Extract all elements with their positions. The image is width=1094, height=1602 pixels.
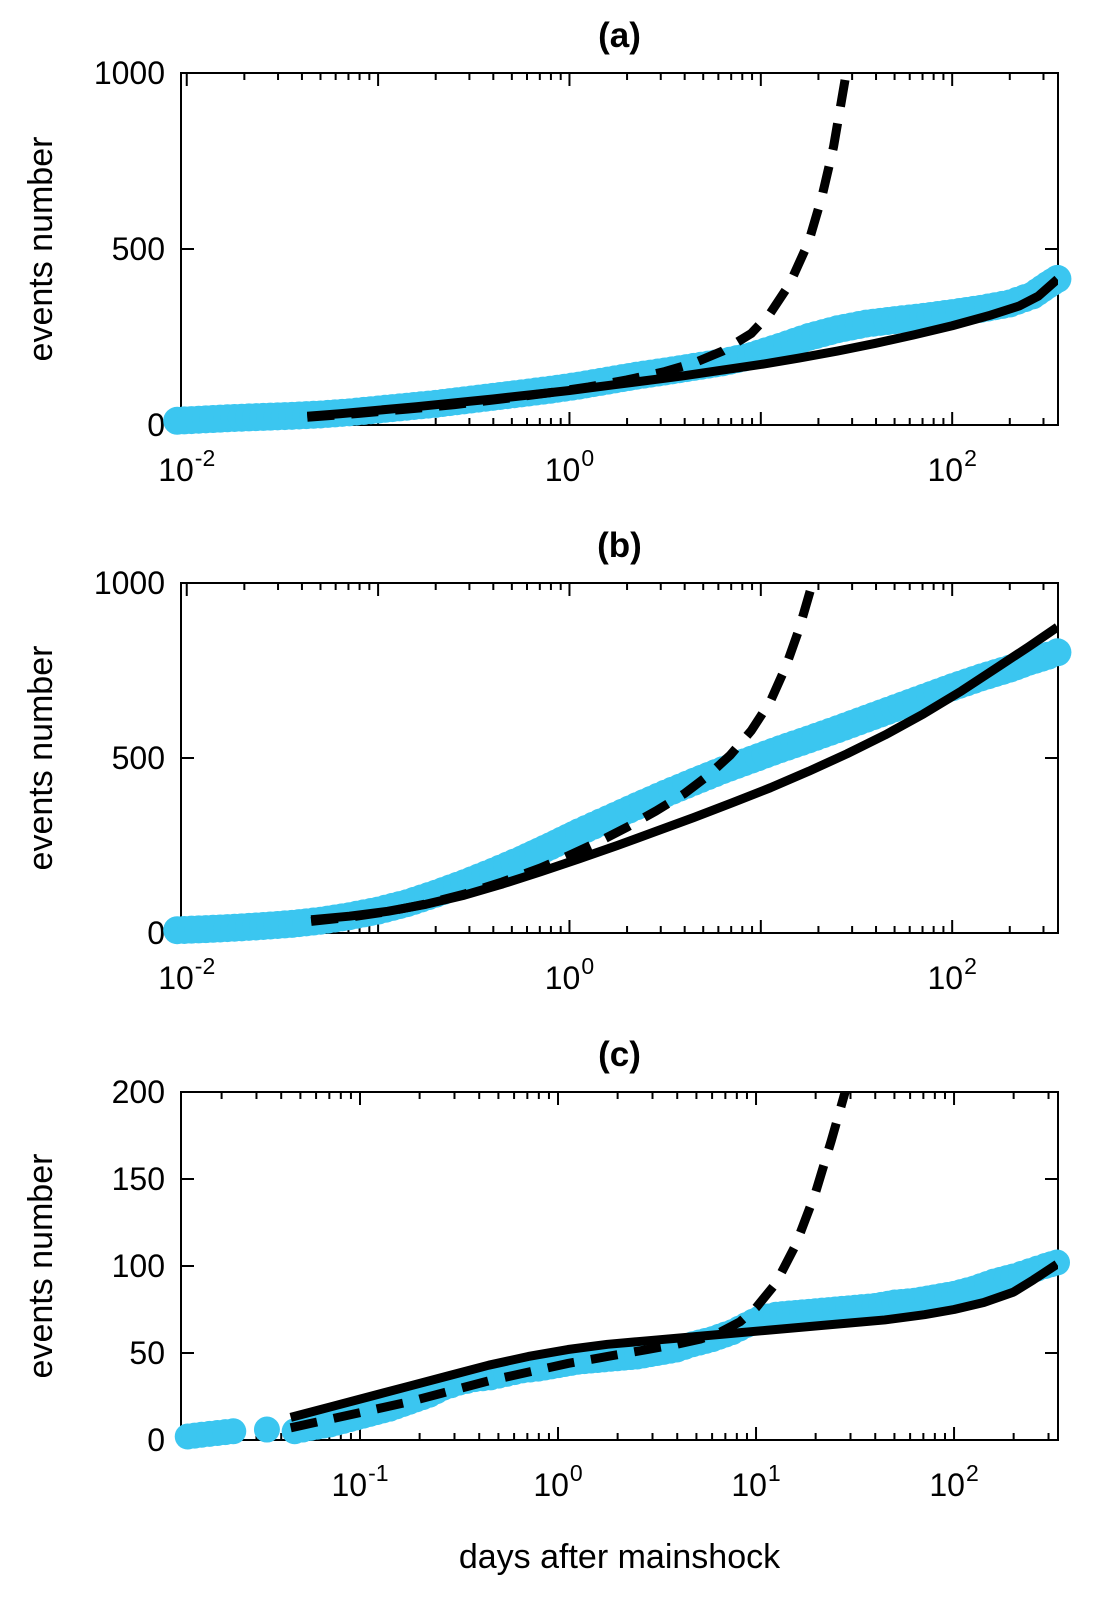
y-tick-label-b: 0: [147, 915, 165, 951]
y-tick-label-c: 100: [112, 1248, 165, 1284]
y-axis-label-a: events number: [22, 137, 60, 362]
y-tick-label-c: 0: [147, 1422, 165, 1458]
y-tick-label-b: 500: [112, 740, 165, 776]
panel-title-b: (b): [597, 526, 642, 565]
panel-title-c: (c): [598, 1035, 641, 1074]
model-dashed-line-c: [289, 1092, 850, 1433]
y-tick-label-c: 50: [129, 1335, 165, 1371]
y-tick-label-a: 0: [147, 407, 165, 443]
y-tick-label-a: 1000: [94, 55, 165, 91]
y-tick-label-c: 200: [112, 1074, 165, 1110]
y-tick-label-a: 500: [112, 231, 165, 267]
model-solid-line-a: [306, 275, 1058, 421]
ticks-c: [181, 1091, 1058, 1441]
y-tick-label-c: 150: [112, 1161, 165, 1197]
model-solid-line-b: [310, 623, 1058, 925]
y-tick-label-b: 1000: [94, 565, 165, 601]
panel-title-a: (a): [598, 16, 641, 55]
model-solid-line-c: [289, 1260, 1058, 1422]
y-axis-label-c: events number: [22, 1154, 60, 1379]
x-axis-label: days after mainshock: [459, 1538, 781, 1576]
y-axis-label-b: events number: [22, 646, 60, 871]
